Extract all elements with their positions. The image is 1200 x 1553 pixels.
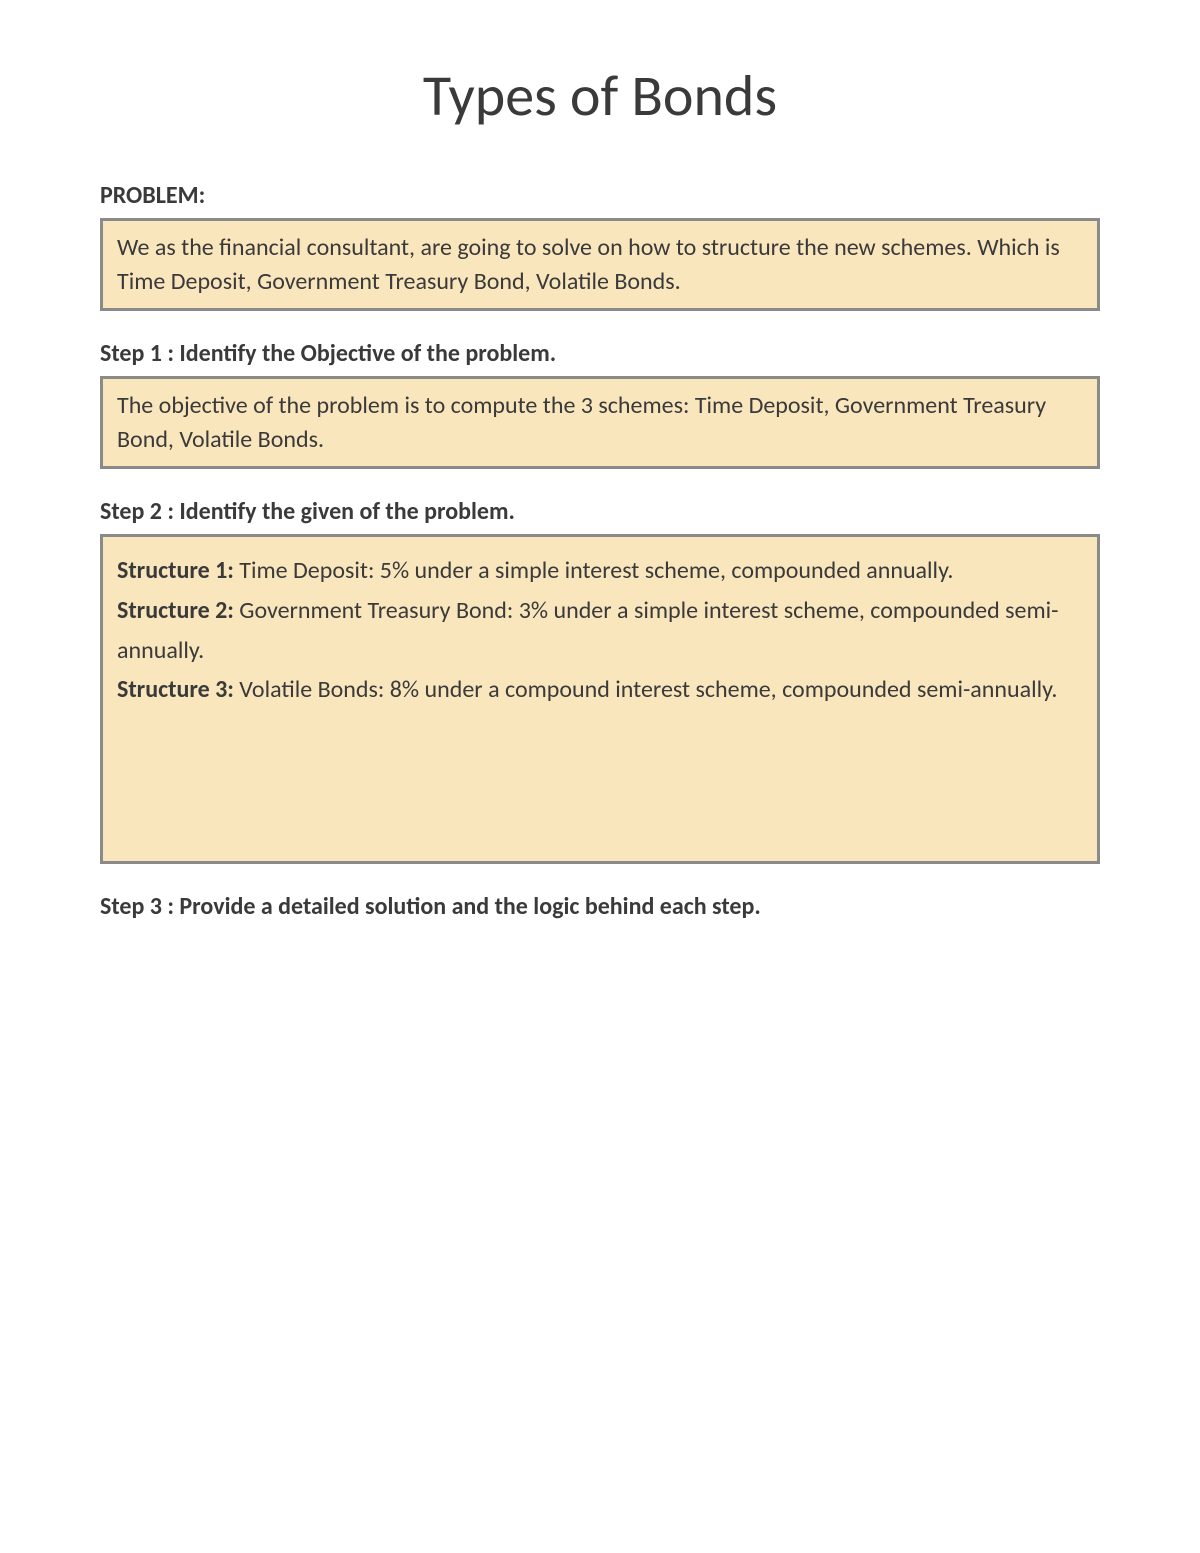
structure-1-label: Structure 1: — [117, 556, 234, 585]
step1-text: The objective of the problem is to compu… — [117, 391, 1046, 454]
structure-3-text: Volatile Bonds: 8% under a compound inte… — [234, 675, 1058, 704]
step2-box: Structure 1: Time Deposit: 5% under a si… — [100, 534, 1100, 864]
step2-heading: Step 2 : Identify the given of the probl… — [100, 497, 1100, 526]
step1-heading: Step 1 : Identify the Objective of the p… — [100, 339, 1100, 368]
step3-heading: Step 3 : Provide a detailed solution and… — [100, 892, 1100, 921]
structure-2-text: Government Treasury Bond: 3% under a sim… — [117, 596, 1059, 665]
step1-box: The objective of the problem is to compu… — [100, 376, 1100, 469]
structure-3: Structure 3: Volatile Bonds: 8% under a … — [117, 670, 1083, 710]
structure-2-label: Structure 2: — [117, 596, 234, 625]
structure-3-label: Structure 3: — [117, 675, 234, 704]
problem-heading: PROBLEM: — [100, 181, 1100, 210]
structure-1-text: Time Deposit: 5% under a simple interest… — [234, 556, 954, 585]
structure-2: Structure 2: Government Treasury Bond: 3… — [117, 591, 1083, 670]
problem-text: We as the financial consultant, are goin… — [117, 233, 1060, 296]
structure-1: Structure 1: Time Deposit: 5% under a si… — [117, 551, 1083, 591]
page-title: Types of Bonds — [100, 60, 1100, 131]
problem-box: We as the financial consultant, are goin… — [100, 218, 1100, 311]
